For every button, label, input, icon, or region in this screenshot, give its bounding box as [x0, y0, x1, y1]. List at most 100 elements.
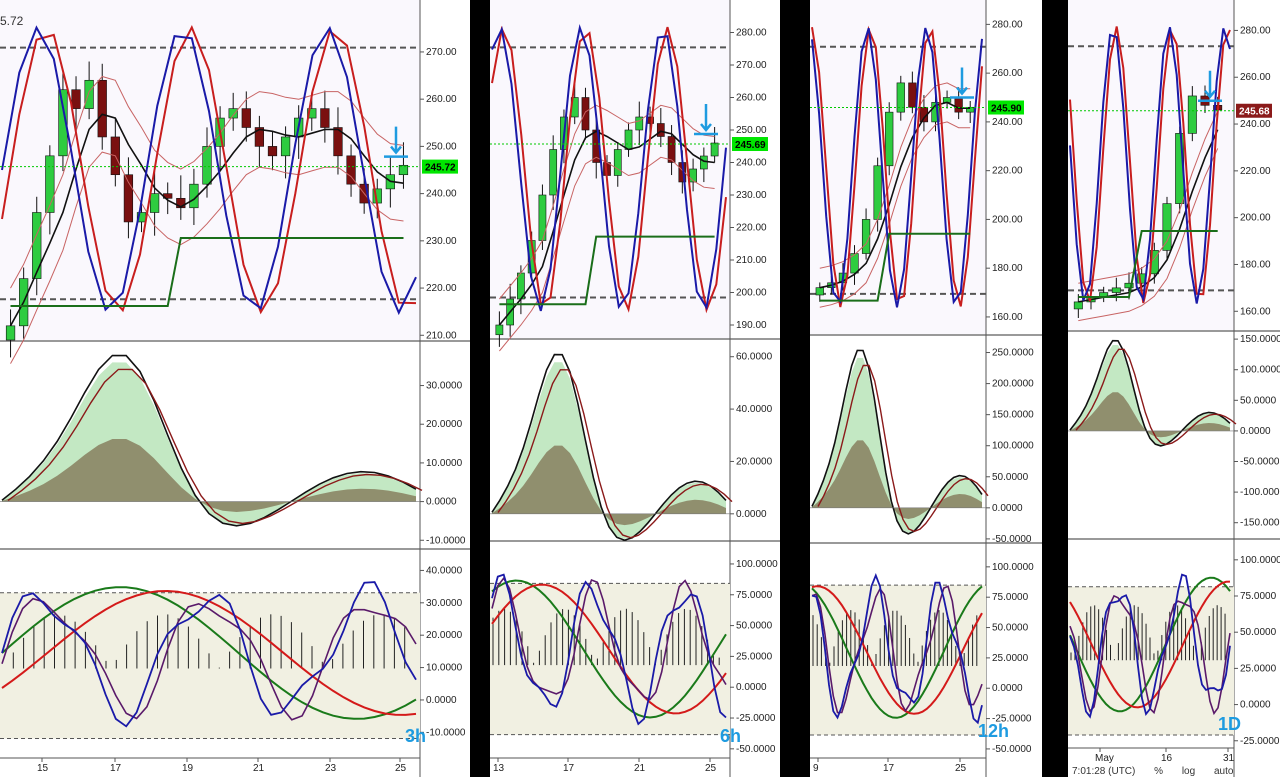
macd-axis-label: 0.0000 — [1240, 426, 1271, 437]
price-axis-label: 190.00 — [736, 320, 767, 331]
candle-body — [549, 149, 558, 196]
candle-body — [1162, 203, 1172, 251]
baseline-step-line — [819, 232, 971, 302]
price-axis-label: 160.00 — [992, 312, 1023, 323]
x-axis-label: 15 — [37, 763, 49, 774]
price-axis-label: 230.00 — [426, 236, 457, 247]
candle-body — [5, 325, 16, 341]
stoch-slow-line — [1069, 26, 1231, 304]
macd-axis-label: 200.0000 — [992, 379, 1034, 390]
chart-panel-6h: 280.00 270.00 260.00 250.00 240.00 230.00 220.… — [490, 0, 780, 777]
stoch-axis-label: 100.0000 — [992, 562, 1034, 573]
stoch-axis-label: -10.0000 — [426, 727, 466, 738]
price-axis-label: 280.00 — [992, 19, 1023, 30]
price-axis-label: 200.00 — [1240, 213, 1271, 224]
chart-svg-6h: 280.00 270.00 260.00 250.00 240.00 230.00 220.… — [490, 0, 780, 777]
candle-body — [58, 89, 68, 157]
macd-axis-label: 100.0000 — [992, 441, 1034, 452]
price-axis-label: 220.00 — [1240, 166, 1271, 177]
price-axis-label: 260.00 — [992, 68, 1023, 79]
candle-body — [635, 116, 644, 131]
price-axis-label: 180.00 — [992, 263, 1023, 274]
price-axis-label: 280.00 — [736, 28, 767, 39]
x-axis-label: 21 — [634, 763, 646, 774]
annotation-arrow — [700, 104, 712, 132]
macd-axis-label: -50.0000 — [992, 534, 1032, 545]
candle-body — [71, 89, 81, 109]
stoch-axis-label: 50.0000 — [1240, 627, 1277, 638]
candle-body — [84, 79, 94, 109]
stoch-axis-label: 20.0000 — [426, 630, 463, 641]
macd-axis-label: 50.0000 — [1240, 395, 1277, 406]
stoch-axis-label: 100.0000 — [736, 559, 778, 570]
stoch-band-bg — [1068, 586, 1234, 735]
macd-line — [811, 349, 983, 535]
lower-band-line — [10, 151, 404, 364]
x-axis-label: 25 — [705, 763, 717, 774]
macd-axis-label: 250.0000 — [992, 348, 1034, 359]
stoch-axis-label: 0.0000 — [992, 683, 1023, 694]
footer-auto-toggle[interactable]: auto — [1213, 766, 1234, 777]
stoch-fast-line — [491, 24, 727, 312]
annotation-arrow — [1204, 70, 1216, 99]
price-axis-label: 270.00 — [426, 47, 457, 58]
price-axis-label: 280.00 — [1240, 25, 1271, 36]
macd-axis-label: 0.0000 — [736, 509, 767, 520]
x-axis-label: 25 — [955, 763, 967, 774]
price-axis-label: 260.00 — [426, 94, 457, 105]
stoch-purple-line — [491, 576, 727, 701]
timeframe-label: 6h — [720, 726, 741, 746]
candle-body — [176, 198, 186, 209]
macd-axis-label: 60.0000 — [736, 352, 773, 363]
last-price-tag — [422, 159, 458, 174]
candle-body — [931, 102, 940, 123]
stoch-green-line — [1, 586, 417, 720]
price-axis-label: 270.00 — [736, 60, 767, 71]
footer-time: 7:01:28 (UTC) — [1072, 766, 1136, 777]
chart-svg-1d: 280.00260.00240.00220.00200.00180.00160.… — [1068, 0, 1280, 777]
last-price-tag — [732, 137, 768, 152]
chart-panel-3h: 270.00 260.00 250.00 240.00 230.00 220.00 210.… — [0, 0, 470, 777]
candle-body — [1111, 287, 1121, 293]
macd-axis-label: 20.0000 — [736, 456, 773, 467]
stoch-axis-label: 25.0000 — [1240, 663, 1277, 674]
footer-percent-toggle[interactable]: % — [1154, 766, 1164, 777]
candle-body — [241, 108, 251, 128]
x-axis-label: 31 — [1223, 753, 1235, 764]
stoch-red-line — [491, 583, 727, 715]
footer-log-toggle[interactable]: log — [1181, 766, 1196, 777]
stoch-axis-label: 0.0000 — [1240, 700, 1271, 711]
macd-histogram-signal — [1070, 392, 1230, 438]
macd-axis-label: 20.0000 — [426, 419, 463, 430]
stoch-axis-label: -25.0000 — [736, 713, 776, 724]
candle-body — [850, 253, 859, 274]
stoch-blue-line — [1069, 573, 1231, 719]
candle-body — [45, 155, 55, 213]
stoch-axis-label: 25.0000 — [992, 653, 1029, 664]
stoch-axis-label: -50.0000 — [736, 744, 776, 755]
macd-axis-label: 150.0000 — [992, 410, 1034, 421]
stoch-axis-label: 50.0000 — [736, 621, 773, 632]
x-axis-label: 17 — [563, 763, 575, 774]
stoch-axis-label: 75.0000 — [736, 590, 773, 601]
macd-axis-label: 10.0000 — [426, 458, 463, 469]
x-axis-label: 13 — [493, 763, 505, 774]
macd-histogram-signal — [492, 445, 726, 526]
candle-body — [861, 219, 871, 254]
macd-axis-label: -100.0000 — [1240, 487, 1280, 498]
candle-body — [710, 142, 719, 157]
candle-body — [254, 127, 265, 147]
macd-axis-label: -150.0000 — [1240, 518, 1280, 529]
stoch-green-line — [491, 579, 727, 719]
macd-axis-label: 0.0000 — [426, 497, 457, 508]
price-axis-label: 260.00 — [736, 93, 767, 104]
stoch-fast-line — [1069, 27, 1231, 304]
price-axis-label: 180.00 — [1240, 259, 1271, 270]
stoch-red-line — [811, 585, 983, 715]
stoch-axis-label: -25.0000 — [1240, 736, 1280, 747]
candle-body — [123, 174, 134, 223]
stoch-axis-label: 0.0000 — [736, 682, 767, 693]
macd-line — [491, 353, 727, 542]
candle-body — [613, 149, 622, 176]
last-price-value: 245.72 — [425, 163, 456, 174]
